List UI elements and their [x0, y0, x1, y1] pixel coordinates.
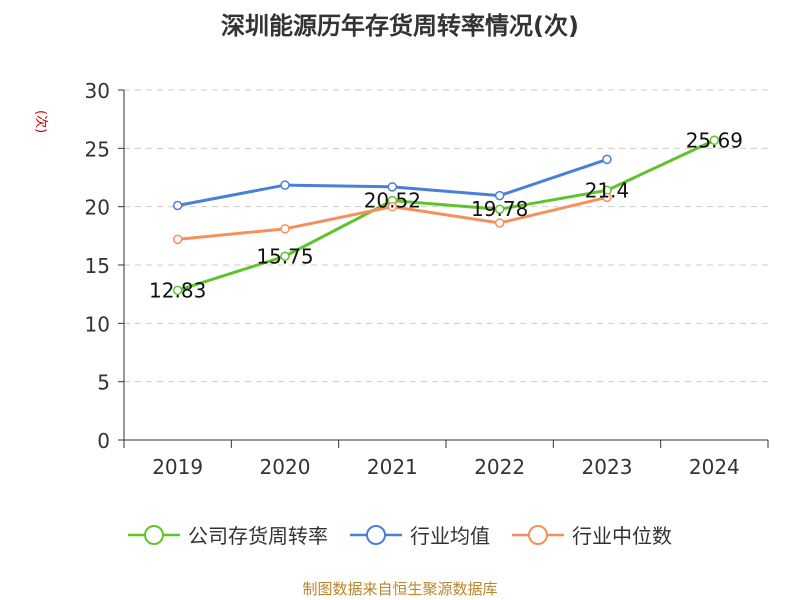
- data-point: [387, 201, 398, 212]
- x-tick-label: 2022: [474, 455, 525, 479]
- data-label: 19.78: [471, 197, 528, 221]
- legend-label: 公司存货周转率: [188, 524, 328, 548]
- x-tick-label: 2021: [367, 455, 418, 479]
- data-label: 21.4: [585, 178, 630, 202]
- data-point: [387, 182, 398, 192]
- data-label: 12.83: [149, 278, 206, 302]
- y-tick-label: 25: [85, 137, 110, 161]
- legend-item[interactable]: 公司存货周转率: [128, 520, 328, 549]
- data-point: [709, 135, 720, 146]
- y-tick-label: 10: [85, 312, 110, 336]
- legend-item[interactable]: 行业均值: [350, 520, 490, 549]
- y-tick-label: 5: [97, 371, 110, 395]
- legend-swatch-marker: [366, 524, 386, 545]
- data-label: 20.52: [364, 189, 421, 213]
- data-point: [602, 154, 612, 165]
- data-point: [494, 218, 505, 228]
- legend-swatch-marker: [144, 524, 164, 545]
- x-tick-label: 2020: [260, 455, 311, 479]
- chart-title: 深圳能源历年存货周转率情况(次): [221, 12, 579, 40]
- data-point: [172, 285, 183, 296]
- legend-swatch: [128, 524, 180, 545]
- y-tick-label: 20: [85, 196, 110, 220]
- data-point: [602, 192, 612, 203]
- data-point: [172, 200, 183, 211]
- legend-swatch: [350, 524, 402, 545]
- data-point: [280, 251, 290, 261]
- data-label: 15.75: [256, 244, 313, 268]
- data-source-note: 制图数据来自恒生聚源数据库: [302, 580, 498, 598]
- y-tick-label: 0: [97, 429, 110, 453]
- legend: 公司存货周转率 行业均值 行业中位数: [0, 520, 800, 549]
- y-tick-label: 15: [85, 254, 110, 278]
- legend-item[interactable]: 行业中位数: [512, 520, 672, 549]
- legend-label: 行业均值: [410, 524, 490, 548]
- data-point: [280, 224, 290, 234]
- legend-label: 行业中位数: [572, 524, 672, 548]
- x-tick-label: 2019: [152, 455, 203, 479]
- x-tick-label: 2024: [689, 455, 740, 479]
- data-label: 25.69: [686, 128, 743, 152]
- data-point: [494, 204, 505, 214]
- legend-swatch: [512, 524, 564, 545]
- series-line: [177, 138, 715, 292]
- data-point: [494, 190, 505, 201]
- data-point: [280, 180, 290, 190]
- legend-swatch-marker: [528, 524, 548, 545]
- data-point: [172, 234, 183, 245]
- x-tick-label: 2023: [582, 455, 633, 479]
- y-tick-label: 30: [85, 79, 110, 103]
